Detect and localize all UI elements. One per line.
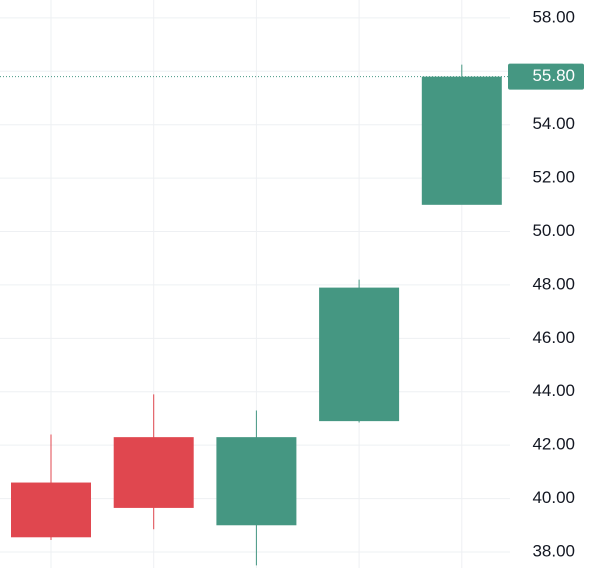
y-tick-label: 42.00 xyxy=(532,435,575,454)
y-tick-label: 44.00 xyxy=(532,381,575,400)
y-tick-label: 46.00 xyxy=(532,328,575,347)
y-tick-label: 40.00 xyxy=(532,488,575,507)
last-price-box xyxy=(508,63,584,90)
y-tick-label: 52.00 xyxy=(532,168,575,187)
candle-body xyxy=(319,287,400,422)
y-tick-label: 54.00 xyxy=(532,114,575,133)
y-tick-label: 48.00 xyxy=(532,274,575,293)
y-tick-label: 58.00 xyxy=(532,7,575,26)
y-tick-label: 38.00 xyxy=(532,541,575,560)
y-tick-label: 50.00 xyxy=(532,221,575,240)
candle-body xyxy=(11,482,91,538)
last-price-label: 55.80 xyxy=(532,66,575,85)
candle-body xyxy=(113,437,194,508)
candle-body xyxy=(421,76,502,205)
candle-body xyxy=(216,437,297,526)
